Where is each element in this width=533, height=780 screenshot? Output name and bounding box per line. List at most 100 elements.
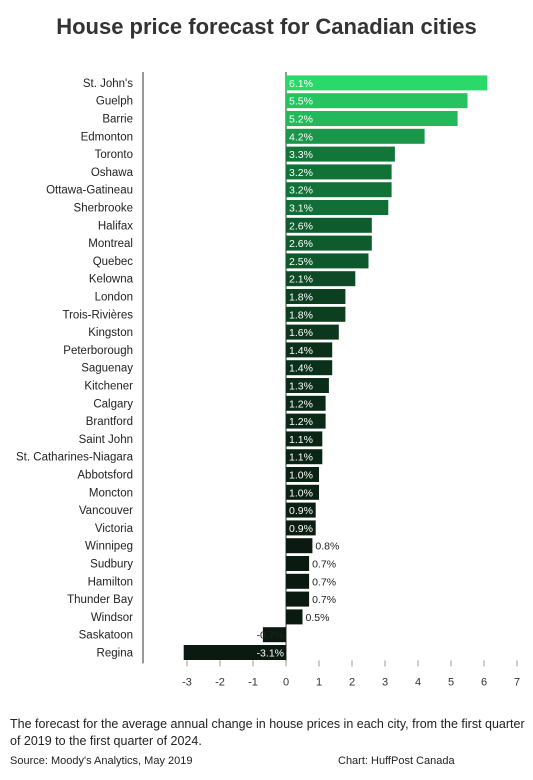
category-label: Kelowna <box>89 274 134 286</box>
bar <box>286 111 458 126</box>
bar <box>286 431 323 447</box>
bar <box>286 360 333 376</box>
value-label: 0.8% <box>315 541 339 553</box>
bar <box>286 324 339 340</box>
value-label: 3.3% <box>289 149 313 161</box>
value-label: -0.7% <box>257 630 284 642</box>
category-label: Calgary <box>93 398 133 410</box>
category-label: Saguenay <box>81 363 133 375</box>
category-label: Trois-Rivières <box>63 309 134 321</box>
x-tick-label: 7 <box>514 676 520 688</box>
value-label: 1.2% <box>289 398 313 410</box>
bar <box>286 253 369 269</box>
x-tick-label: 4 <box>415 676 421 688</box>
value-label: 1.8% <box>289 292 313 304</box>
bar <box>286 271 356 287</box>
category-label: St. John's <box>83 78 133 90</box>
value-label: 1.1% <box>289 452 313 464</box>
value-label: 1.4% <box>289 345 313 357</box>
value-label: 2.6% <box>289 238 313 250</box>
bar <box>286 467 319 482</box>
bar <box>286 182 392 198</box>
category-label: Regina <box>97 648 134 660</box>
value-label: 0.7% <box>312 559 336 571</box>
x-tick-label: -3 <box>182 676 192 688</box>
value-label: 6.1% <box>289 78 313 90</box>
chart-title: House price forecast for Canadian cities <box>56 14 477 39</box>
value-label: 1.6% <box>289 327 313 339</box>
bar-chart: St. John's 6.1% Guelph 5.5% Barrie 5.2% Edmont… <box>16 72 520 688</box>
category-label: Peterborough <box>63 345 133 357</box>
category-label: St. Catharines-Niagara <box>16 452 134 464</box>
category-label: Vancouver <box>79 505 133 517</box>
bar <box>286 449 323 465</box>
value-label: 0.7% <box>312 594 336 606</box>
bar <box>286 520 316 536</box>
category-label: Edmonton <box>81 131 133 143</box>
category-label: Saint John <box>79 434 133 446</box>
bar <box>286 395 326 411</box>
value-label: 3.2% <box>289 167 313 179</box>
value-label: 5.5% <box>289 96 313 108</box>
bar <box>183 645 286 660</box>
category-label: Winnipeg <box>85 541 133 553</box>
value-label: 1.0% <box>289 487 313 499</box>
bar <box>286 342 333 358</box>
bar <box>286 556 310 571</box>
category-label: Halifax <box>98 220 133 232</box>
category-label: London <box>95 292 133 304</box>
x-tick-label: 5 <box>448 676 454 688</box>
x-tick-label: 6 <box>481 676 487 688</box>
bar <box>286 235 372 251</box>
value-label: 1.4% <box>289 363 313 375</box>
category-label: Montreal <box>88 238 133 250</box>
bar <box>286 146 395 162</box>
value-label: 1.8% <box>289 309 313 321</box>
bar <box>262 627 286 643</box>
value-label: 3.2% <box>289 185 313 197</box>
bar <box>286 413 326 429</box>
value-label: 0.5% <box>306 612 330 624</box>
x-tick-label: -2 <box>215 676 225 688</box>
value-label: -3.1% <box>257 648 284 660</box>
value-label: 0.9% <box>289 505 313 517</box>
bar <box>286 164 392 180</box>
category-label: Oshawa <box>91 167 134 179</box>
category-label: Victoria <box>95 523 134 535</box>
category-label: Kingston <box>88 327 133 339</box>
value-label: 1.2% <box>289 416 313 428</box>
category-label: Barrie <box>102 114 133 126</box>
chart-caption: The forecast for the average annual chan… <box>10 717 525 748</box>
value-label: 1.0% <box>289 470 313 482</box>
x-tick-label: 1 <box>316 676 322 688</box>
bar <box>286 378 329 393</box>
bar <box>286 609 303 625</box>
source-note: Source: Moody's Analytics, May 2019 <box>10 755 193 767</box>
category-label: Guelph <box>96 96 133 108</box>
bar <box>286 75 488 91</box>
category-label: Sudbury <box>90 559 133 571</box>
category-label: Brantford <box>86 416 133 428</box>
value-label: 2.5% <box>289 256 313 268</box>
category-label: Saskatoon <box>79 630 133 642</box>
value-label: 1.3% <box>289 381 313 393</box>
value-label: 2.6% <box>289 220 313 232</box>
bar <box>286 200 389 215</box>
value-label: 1.1% <box>289 434 313 446</box>
bar <box>286 306 346 322</box>
category-label: Quebec <box>93 256 134 268</box>
category-label: Abbotsford <box>77 470 133 482</box>
x-tick-label: 2 <box>349 676 355 688</box>
bar <box>286 573 310 589</box>
category-label: Sherbrooke <box>74 203 133 215</box>
category-label: Windsor <box>91 612 133 624</box>
category-label: Hamilton <box>88 576 133 588</box>
value-label: 5.2% <box>289 114 313 126</box>
bar <box>286 93 468 109</box>
chart-credit: Chart: HuffPost Canada <box>338 755 455 767</box>
bar <box>286 591 310 607</box>
category-label: Toronto <box>95 149 133 161</box>
category-label: Moncton <box>89 487 133 499</box>
category-label: Ottawa-Gatineau <box>46 185 133 197</box>
category-label: Thunder Bay <box>67 594 133 606</box>
